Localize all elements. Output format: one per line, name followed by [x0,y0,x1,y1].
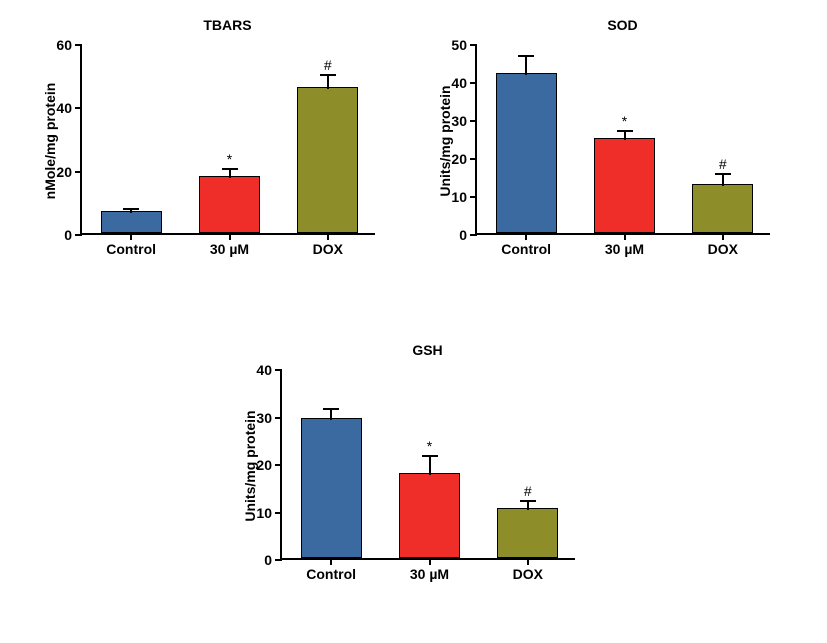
ytick-label: 30 [451,113,467,129]
ytick-label: 10 [451,189,467,205]
xtick-label: DOX [513,566,543,582]
bar [101,211,162,233]
ytick-label: 30 [256,410,272,426]
ytick [470,120,477,122]
xtick [330,558,332,565]
significance-annotation: * [622,113,627,129]
ytick-label: 40 [256,362,272,378]
xtick [525,233,527,240]
xtick [527,558,529,565]
bar [301,418,362,558]
ytick [470,158,477,160]
panel-sod-title: SOD [475,17,770,33]
ytick-label: 40 [451,75,467,91]
xtick-label: DOX [708,241,738,257]
xtick-label: Control [306,566,356,582]
ytick-label: 20 [256,457,272,473]
ytick-label: 20 [451,151,467,167]
error-cap [422,455,438,457]
ytick [470,234,477,236]
ytick [275,464,282,466]
error-cap [323,408,339,410]
significance-annotation: * [227,151,232,167]
ytick [75,107,82,109]
error-bar [722,174,724,185]
error-bar [525,56,527,75]
panel-sod: SOD Units/mg protein 01020304050Control3… [475,45,770,235]
error-bar [429,456,431,475]
bar [199,176,260,233]
xtick [229,233,231,240]
panel-gsh-title: GSH [280,342,575,358]
error-cap [617,130,633,132]
error-cap [320,74,336,76]
panel-tbars-ylabel: nMole/mg protein [42,56,58,226]
error-cap [518,55,534,57]
ytick [75,234,82,236]
xtick-label: Control [501,241,551,257]
error-bar [327,75,329,89]
ytick-label: 40 [56,100,72,116]
bar [594,138,655,233]
bar [399,473,460,559]
ytick [470,82,477,84]
ytick-label: 0 [459,227,467,243]
figure-root: TBARS nMole/mg protein 0204060Control30 … [0,0,827,643]
panel-tbars-title: TBARS [80,17,375,33]
error-cap [715,173,731,175]
error-cap [123,208,139,210]
panel-tbars: TBARS nMole/mg protein 0204060Control30 … [80,45,375,235]
significance-annotation: * [427,438,432,454]
ytick-label: 50 [451,37,467,53]
ytick [75,171,82,173]
ytick [470,196,477,198]
error-cap [520,500,536,502]
ytick [275,369,282,371]
bar [496,73,557,233]
bar [297,87,358,233]
xtick [722,233,724,240]
ytick-label: 20 [56,164,72,180]
ytick [275,559,282,561]
panel-gsh-plot: 010203040Control30 µM*DOX# [280,370,575,560]
xtick-label: 30 µM [605,241,644,257]
error-bar [330,409,332,420]
xtick [429,558,431,565]
panel-sod-plot: 01020304050Control30 µM*DOX# [475,45,770,235]
error-bar [527,501,529,511]
xtick-label: DOX [313,241,343,257]
xtick-label: 30 µM [210,241,249,257]
panel-gsh: GSH Units/mg protein 010203040Control30 … [280,370,575,560]
error-cap [222,168,238,170]
significance-annotation: # [719,156,727,172]
xtick-label: Control [106,241,156,257]
ytick-label: 0 [64,227,72,243]
significance-annotation: # [524,483,532,499]
error-bar [624,131,626,140]
panel-tbars-plot: 0204060Control30 µM*DOX# [80,45,375,235]
significance-annotation: # [324,57,332,73]
bar [692,184,753,233]
ytick-label: 60 [56,37,72,53]
xtick [130,233,132,240]
ytick [275,512,282,514]
ytick-label: 10 [256,505,272,521]
ytick [275,417,282,419]
ytick-label: 0 [264,552,272,568]
ytick [75,44,82,46]
ytick [470,44,477,46]
xtick [327,233,329,240]
bar [497,508,558,558]
xtick-label: 30 µM [410,566,449,582]
error-bar [229,169,231,179]
xtick [624,233,626,240]
